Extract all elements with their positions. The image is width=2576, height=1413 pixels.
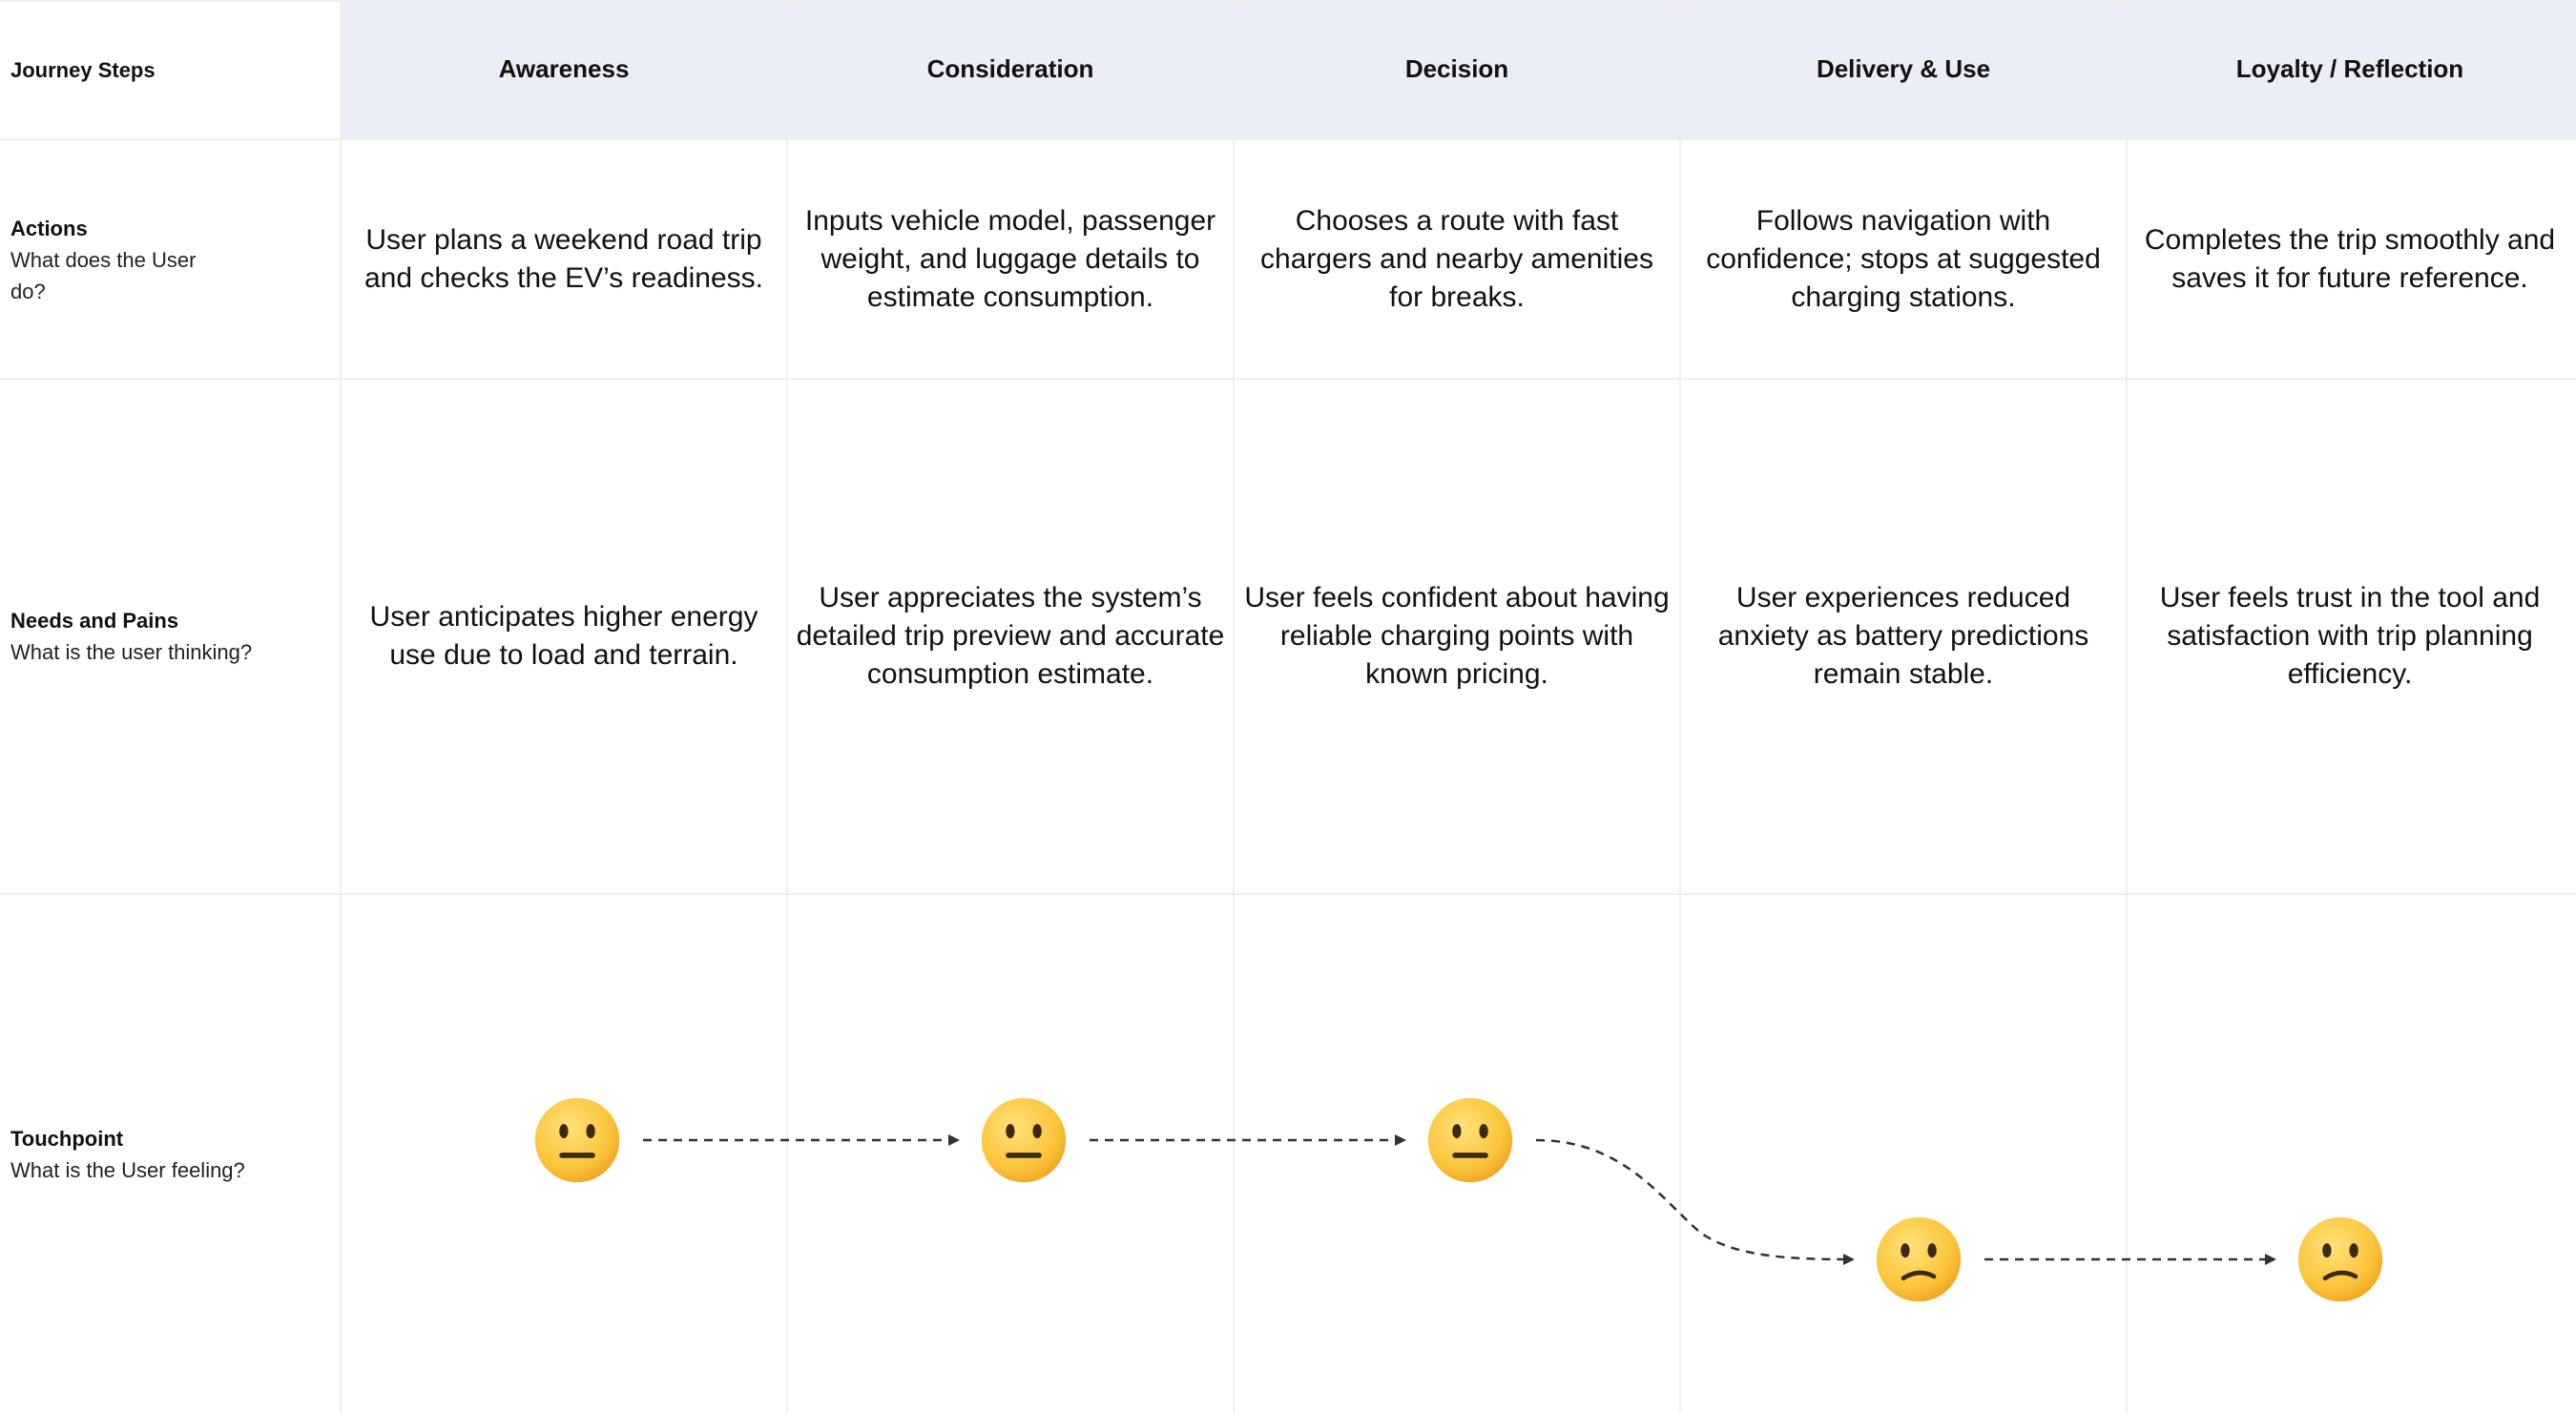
action-cell: Follows navigation with confidence; stop…: [1689, 140, 2118, 378]
action-cell: User plans a weekend road trip and check…: [349, 140, 779, 378]
row-label-title: Journey Steps: [10, 58, 156, 82]
grid-line: [2126, 0, 2128, 1413]
row-label-subtitle: What is the User feeling?: [10, 1158, 245, 1182]
action-text: Follows navigation with confidence; stop…: [1706, 204, 2101, 313]
row-label-title: Actions: [10, 217, 88, 240]
need-cell: User experiences reduced anxiety as batt…: [1689, 380, 2118, 893]
action-cell: Completes the trip smoothly and saves it…: [2135, 140, 2565, 378]
stage-awareness: Awareness: [498, 54, 630, 83]
grid-line: [0, 0, 2576, 2]
row-label-subtitle: What does the User do?: [10, 248, 197, 303]
need-cell: User feels confident about having reliab…: [1242, 380, 1672, 893]
confused-face-icon: [2297, 1216, 2383, 1302]
row-label-title: Needs and Pains: [10, 609, 179, 633]
grid-line: [1679, 0, 1681, 1413]
stage-header-band: [341, 0, 2576, 138]
row-label-title: Touchpoint: [10, 1127, 124, 1151]
action-text: Inputs vehicle model, passenger weight, …: [804, 204, 1216, 313]
row-label-actions: Actions What does the User do?: [10, 213, 201, 307]
row-label-touchpoint: Touchpoint What is the User feeling?: [10, 1123, 245, 1186]
stage-consideration: Consideration: [926, 54, 1094, 83]
stage-loyalty-reflection: Loyalty / Reflection: [2235, 54, 2464, 83]
row-label-subtitle: What is the user thinking?: [10, 640, 253, 664]
stage-decision: Decision: [1404, 54, 1509, 83]
grid-line: [786, 0, 788, 1413]
confused-face-icon: [1876, 1216, 1962, 1302]
grid-line: [1233, 0, 1235, 1413]
need-cell: User appreciates the system’s detailed t…: [796, 380, 1225, 893]
action-text: User plans a weekend road trip and check…: [364, 223, 764, 294]
need-cell: User anticipates higher energy use due t…: [349, 380, 779, 893]
grid-line: [0, 893, 2576, 895]
need-text: User feels confident about having reliab…: [1244, 582, 1670, 690]
neutral-face-icon: [1427, 1097, 1513, 1183]
flow-arrow: [1535, 1138, 1855, 1265]
action-text: Completes the trip smoothly and saves it…: [2144, 223, 2556, 294]
action-cell: Chooses a route with fast chargers and n…: [1242, 140, 1672, 378]
row-label-journey-steps: Journey Steps: [10, 54, 156, 86]
action-cell: Inputs vehicle model, passenger weight, …: [796, 140, 1225, 378]
grid-line: [0, 378, 2576, 380]
row-label-needs-and-pains: Needs and Pains What is the user thinkin…: [10, 605, 252, 668]
need-text: User appreciates the system’s detailed t…: [796, 582, 1225, 690]
neutral-face-icon: [981, 1097, 1067, 1183]
neutral-face-icon: [534, 1097, 620, 1183]
action-text: Chooses a route with fast chargers and n…: [1260, 204, 1653, 313]
need-text: User experiences reduced anxiety as batt…: [1717, 582, 2089, 690]
stage-delivery-and-use: Delivery & Use: [1816, 54, 1991, 83]
grid-line: [340, 0, 342, 1413]
grid-line: [0, 138, 2576, 140]
need-text: User anticipates higher energy use due t…: [369, 601, 758, 671]
need-text: User feels trust in the tool and satisfa…: [2159, 582, 2541, 690]
need-cell: User feels trust in the tool and satisfa…: [2135, 380, 2565, 893]
